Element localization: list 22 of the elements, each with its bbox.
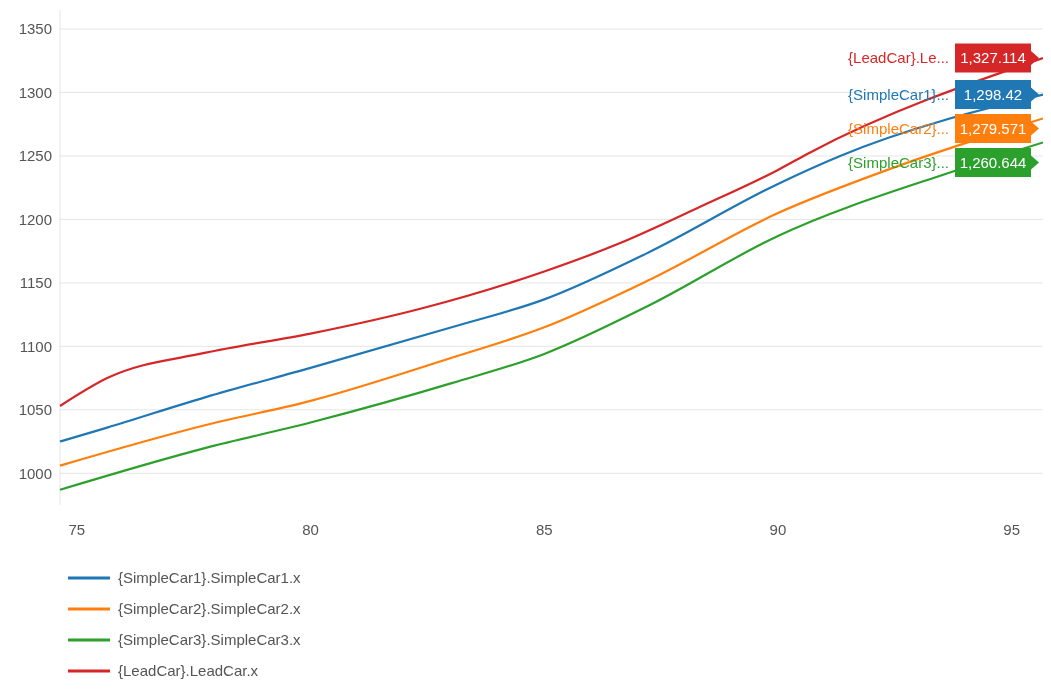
x-tick-label: 90 (769, 521, 787, 538)
annotation: {LeadCar}.Le... (848, 49, 949, 67)
x-tick-label: 75 (68, 521, 86, 538)
y-tick-label: 1350 (18, 20, 52, 38)
y-tick-label: 1250 (18, 147, 52, 165)
y-tick-label: 1050 (18, 401, 52, 419)
data-label: 1,327.114 (960, 49, 1026, 67)
y-tick-label: 1000 (18, 464, 52, 482)
x-tick-label: 80 (302, 521, 319, 538)
y-tick-label: 1150 (19, 274, 52, 292)
y-tick-label: 1200 (18, 210, 52, 228)
y-tick-label: 1100 (19, 337, 52, 355)
data-label: 1,298.42 (963, 85, 1023, 103)
data-label: 1,279.571 (959, 119, 1027, 137)
y-tick-label: 1300 (18, 83, 52, 101)
legend-label: {SimpleCar2}.SimpleCar2.x (118, 600, 302, 618)
x-tick-label: 85 (535, 521, 553, 538)
legend-label: {SimpleCar1}.SimpleCar1.x (118, 569, 302, 587)
legend-label: {SimpleCar3}.SimpleCar3.x (118, 631, 302, 649)
data-label: 1,260.644 (959, 153, 1027, 171)
legend-label: {LeadCar}.LeadCar.x (118, 662, 259, 680)
x-tick-label: 95 (1003, 521, 1021, 538)
